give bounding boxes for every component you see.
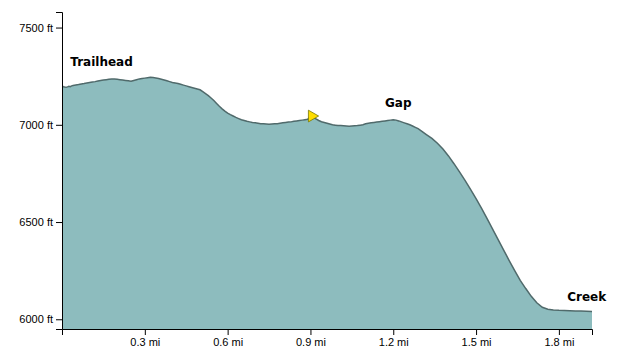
x-tick: 1.5 mi bbox=[462, 329, 492, 348]
x-tick-mark bbox=[228, 329, 229, 335]
y-tick: 7000 ft bbox=[19, 119, 62, 131]
x-tick-mark bbox=[476, 329, 477, 335]
x-tick: 0.3 mi bbox=[130, 329, 160, 348]
x-tick-mark bbox=[145, 329, 146, 335]
y-tick-label: 6500 ft bbox=[19, 216, 53, 228]
x-tick-label: 0.9 mi bbox=[296, 336, 326, 348]
x-axis-line bbox=[63, 330, 593, 336]
annotation: Gap bbox=[385, 96, 412, 110]
y-tick-mark bbox=[56, 222, 62, 223]
x-tick: 0.6 mi bbox=[213, 329, 243, 348]
y-tick: 7500 ft bbox=[19, 22, 62, 34]
x-tick-label: 0.6 mi bbox=[213, 336, 243, 348]
x-tick-label: 1.8 mi bbox=[544, 336, 574, 348]
marks bbox=[62, 77, 592, 329]
y-tick: 6000 ft bbox=[19, 313, 62, 325]
x-tick: 0.9 mi bbox=[296, 329, 326, 348]
y-tick: 6500 ft bbox=[19, 216, 62, 228]
y-tick-mark bbox=[56, 28, 62, 29]
y-axis: 6000 ft 6500 ft 7000 ft 7500 ft bbox=[19, 13, 62, 330]
y-tick-mark bbox=[56, 319, 62, 320]
y-tick-label: 7500 ft bbox=[19, 22, 53, 34]
elevation-line bbox=[62, 77, 592, 311]
chart: 0.3 mi 0.6 mi 0.9 mi 1.2 mi 1.5 mi 1.8 mi 6000… bbox=[0, 0, 640, 359]
y-tick-label: 7000 ft bbox=[19, 119, 53, 131]
x-tick: 1.8 mi bbox=[544, 329, 574, 348]
x-tick-mark bbox=[393, 329, 394, 335]
y-tick-label: 6000 ft bbox=[19, 313, 53, 325]
x-tick-mark bbox=[310, 329, 311, 335]
x-tick-label: 1.2 mi bbox=[379, 336, 409, 348]
annotation: Trailhead bbox=[70, 55, 132, 69]
x-tick-label: 1.5 mi bbox=[462, 336, 492, 348]
y-tick-mark bbox=[56, 125, 62, 126]
elevation-area bbox=[62, 77, 592, 329]
x-axis: 0.3 mi 0.6 mi 0.9 mi 1.2 mi 1.5 mi 1.8 mi bbox=[63, 329, 593, 348]
y-axis-line bbox=[56, 13, 63, 330]
annotations: Trailhead Gap Creek bbox=[70, 55, 607, 304]
plot: 0.3 mi 0.6 mi 0.9 mi 1.2 mi 1.5 mi 1.8 mi 6000… bbox=[19, 13, 607, 348]
x-tick: 1.2 mi bbox=[379, 329, 409, 348]
waypoint-marker bbox=[308, 110, 318, 122]
x-tick-label: 0.3 mi bbox=[130, 336, 160, 348]
annotation: Creek bbox=[567, 290, 607, 304]
x-tick-mark bbox=[559, 329, 560, 335]
